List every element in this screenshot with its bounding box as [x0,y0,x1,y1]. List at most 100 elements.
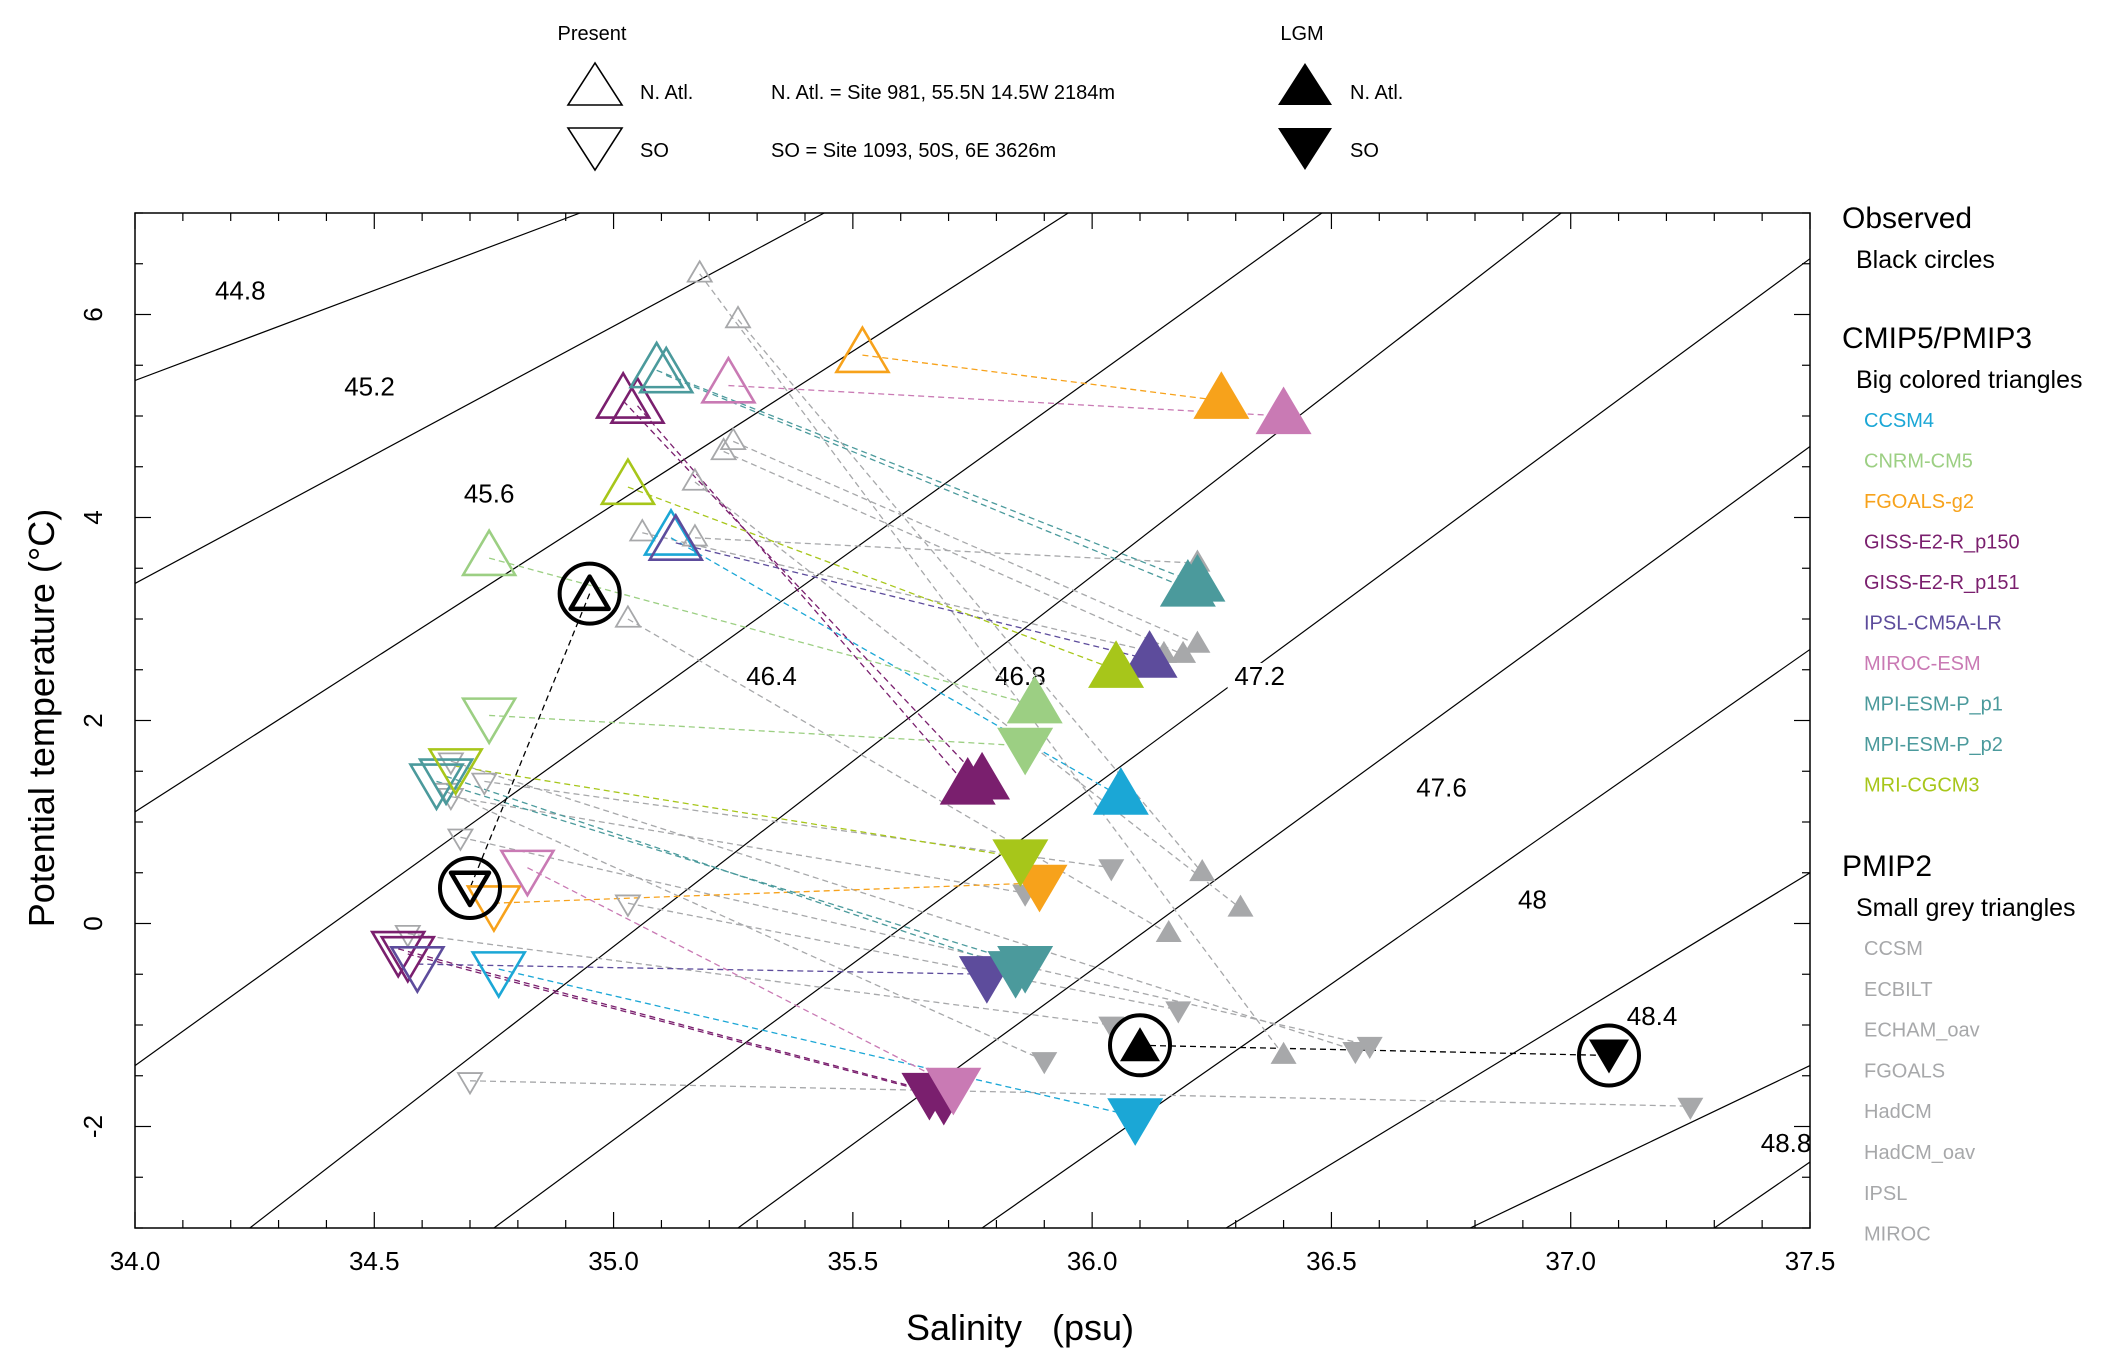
cmip-model-legend-item: GISS-E2-R_p150 [1864,532,2020,554]
observed-present-point [448,870,492,908]
pmip2-connector [484,780,1112,869]
pmip2-present-natl-point [681,467,709,491]
x-tick-label: 37.5 [1785,1246,1836,1276]
isopycnal-label-bg [1754,1129,1819,1160]
pmip2-connector [723,450,1184,656]
lgm-natl-legend-icon [1278,63,1332,105]
pmip2-lgm-natl-point [1155,919,1182,943]
pmip2-model-legend-item: FGOALS [1864,1060,1945,1082]
observed-markers [438,561,1641,1088]
y-tick-labels: -2 0 2 4 6 [78,307,108,1138]
x-tick-label: 34.0 [110,1246,161,1276]
cmip-connector [488,557,1035,706]
present-legend-title: Present [558,23,627,45]
cmip-lgm-so-point [925,1067,982,1116]
pmip2-model-legend-item: IPSL [1864,1183,1907,1205]
cmip-connector [493,882,1040,904]
cmip-lgm-natl-point [1193,371,1250,419]
connector-lines [398,273,1691,1117]
cmip-lgm-so-point [997,946,1054,994]
present-so-legend-label: SO [640,140,669,162]
cmip-present-natl-point [628,340,685,389]
isopycnal-label-bg [337,373,402,404]
y-tick-label: 4 [78,510,108,524]
cmip-model-legend-item: CCSM4 [1864,410,1934,432]
natl-site-text: N. Atl. = Site 981, 55.5N 14.5W 2184m [771,82,1115,104]
isopycnal-label-bg [1620,1003,1685,1033]
isopycnal-line [1469,1065,1810,1228]
pmip2-lgm-so-point [1677,1097,1704,1120]
cmip-lgm-natl-point [1121,630,1178,678]
lgm-legend-title: LGM [1280,23,1323,45]
pmip2-lgm-so-point [1342,1041,1369,1065]
y-axis-label: Potential temperature (°C) [21,509,62,928]
cmip-model-legend-item: IPSL-CM5A-LR [1864,613,2002,635]
pmip2-connector [694,481,1241,909]
y-tick-label: 2 [78,713,108,727]
pmip2-present-so-point [456,1072,484,1096]
pmip2-connector [445,790,1045,1062]
pmip2-model-list: CCSM ECBILT ECHAM_oav FGOALS HadCM HadCM_oav I… [1864,938,1980,1246]
pmip2-lgm-natl-point [1189,859,1216,882]
isopycnal-label: 44.8 [215,275,266,305]
cmip-connector [656,369,1198,585]
isopycnal-label: 48.8 [1761,1128,1812,1158]
pmip2-model-legend-item: ECHAM_oav [1864,1020,1980,1042]
observed-lgm-point [1120,1027,1160,1062]
isopycnal-label: 47.2 [1234,661,1285,691]
pmip2-connector [627,902,1179,1011]
cmip-connector [637,405,969,787]
pmip2-present-natl-point [686,259,714,283]
cmip-lgm-natl-point [954,751,1011,800]
isopycnal-line [135,213,825,585]
isopycnal-label: 45.6 [464,478,515,508]
cmip-present-natl-point [647,512,705,561]
cmip-connector [498,968,1136,1117]
cmip-model-legend-item: MIROC-ESM [1864,653,1981,675]
observed-lgm-point [1589,1039,1629,1074]
cmip-lgm-natl-point [1159,559,1216,607]
cmip-connector [417,963,987,975]
isopycnal-line [135,213,1069,813]
cmip-present-natl-point [834,325,891,374]
pmip2-connector [450,795,1026,894]
cmip-connector [665,374,1189,590]
cmip-connector [675,542,1150,661]
cmip-connector [670,537,1122,798]
present-natl-legend-label: N. Atl. [640,82,693,104]
observed-circle [438,855,502,920]
pmip2-model-legend-item: ECBILT [1864,979,1933,1001]
cmip-present-so-point [369,930,427,979]
x-tick-label: 35.0 [588,1246,639,1276]
cmip-lgm-natl-point [1092,767,1149,815]
cmip-connector [398,948,930,1092]
y-tick-label: 0 [78,916,108,930]
isopycnal-label-bg [457,480,522,511]
isopycnal-line [493,258,1810,1228]
cmip-model-legend-item: GISS-E2-R_p151 [1864,572,2020,594]
isopycnal-label-bg [1227,662,1292,693]
cmip-connector [445,775,1016,970]
observed-desc: Black circles [1856,246,1995,274]
pmip2-lgm-so-point [1031,1052,1058,1075]
y-tick-label: -2 [78,1115,108,1138]
cmip-present-natl-point [460,528,518,577]
isopycnal-label: 46.4 [746,661,797,691]
cmip-present-natl-point [637,345,695,394]
lgm-so-legend-icon [1278,128,1332,170]
observed-circle [1108,1013,1172,1078]
pmip2-lgm-so-point [1165,1001,1192,1024]
pmip2-present-natl-point [628,518,656,542]
pmip2-model-legend-item: HadCM [1864,1101,1932,1123]
x-tick-label: 35.5 [828,1246,879,1276]
x-tick-label: 34.5 [349,1246,400,1276]
pmip2-lgm-natl-point [1170,640,1197,663]
cmip-lgm-natl-point [1255,386,1312,435]
isopycnal-label-bg [1500,886,1565,917]
cmip-present-so-point [408,763,465,812]
pmip2-connector [450,760,1356,1051]
pmip2-present-natl-point [724,305,752,329]
cmip-present-so-point [379,935,437,984]
x-axis-label: Salinity (psu) [906,1307,1134,1348]
lgm-so-legend-label: SO [1350,140,1379,162]
